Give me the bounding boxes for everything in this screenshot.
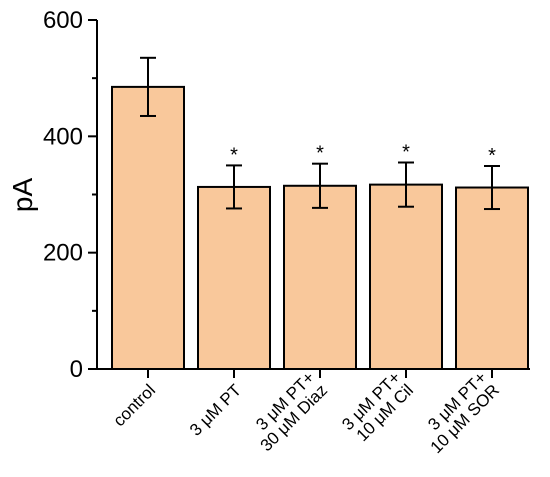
x-axis: control 3 μM PT 3 μM PT+30 μM Diaz 3 μM PT+… [97, 368, 530, 457]
x-tick-label-2: 3 μM PT+30 μM Diaz [244, 368, 331, 455]
x-tick-label-1-line-0: 3 μM PT [186, 381, 245, 440]
bar-3 [369, 183, 443, 370]
significance-marks-group: * * * * [230, 142, 496, 167]
y-tick-label-600: 600 [43, 7, 83, 34]
y-axis: 0 200 400 600 [43, 7, 98, 383]
bar-2 [283, 184, 357, 370]
x-tick-label-0-line-0: control [110, 381, 160, 431]
bars-group [111, 85, 529, 371]
y-tick-label-0: 0 [70, 356, 83, 383]
significance-mark-2: * [316, 143, 324, 165]
error-bars-group [140, 56, 500, 211]
x-tick-label-1: 3 μM PT [186, 381, 245, 440]
significance-mark-4: * [488, 145, 496, 167]
significance-mark-1: * [230, 144, 238, 166]
bar-4 [455, 186, 529, 370]
bar-0 [111, 85, 185, 371]
y-axis-title: pA [7, 178, 38, 213]
x-tick-label-3: 3 μM PT+10 μM Cil [338, 368, 417, 447]
bar-1 [197, 185, 271, 370]
y-tick-label-400: 400 [43, 123, 83, 150]
x-tick-label-4: 3 μM PT+10 μM SOR [414, 368, 503, 457]
x-tick-label-0: control [110, 381, 160, 431]
significance-mark-3: * [402, 142, 410, 164]
y-tick-label-200: 200 [43, 240, 83, 267]
